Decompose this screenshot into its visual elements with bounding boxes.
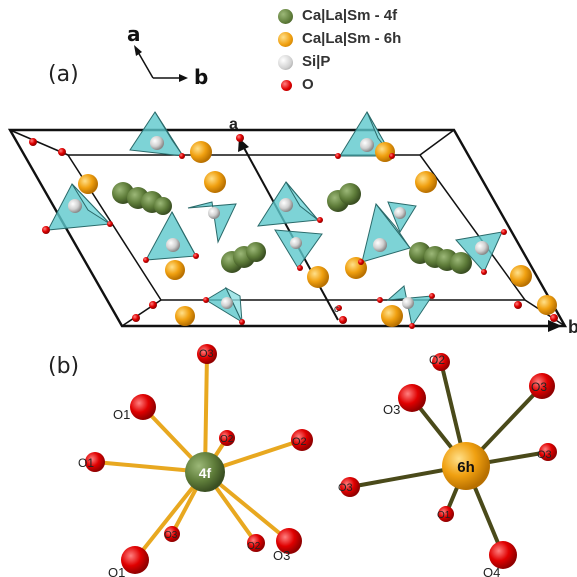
oxygen-label-4f: O1 [113,407,130,422]
oxygen-label-6h: O2 [429,353,445,367]
coordination-6h [340,353,557,569]
oxygen-label-6h: O3 [383,402,400,417]
oxygen-label-6h: O3 [338,482,353,494]
orientation-label-a: a [127,22,141,46]
legend-label: O [302,76,314,93]
legend-label: Si|P [302,53,331,70]
oxygen-label-4f: O3 [273,548,290,563]
center-label-4f: 4f [199,465,212,481]
si-p-atoms [68,136,489,309]
orientation-label-b: b [194,65,209,89]
oxygen-label-4f: O1 [108,565,125,577]
panel-label-a: (a) [48,62,79,87]
legend-label: Ca|La|Sm - 4f [302,7,398,24]
oxygen-label-4f: O1 [78,456,94,470]
oxygen-label-6h: O4 [483,565,500,577]
center-label-6h: 6h [457,459,475,476]
legend-swatch-6h [278,32,293,47]
oxygen-label-6h: O3 [531,380,547,394]
cell-axis-label-c: c [334,304,339,315]
legend-swatch-si-p [278,55,293,70]
oxygen-label-4f: O2 [220,434,234,445]
oxygen-label-4f: O3 [164,530,178,541]
oxygen-label-4f: O2 [292,436,307,448]
oxygen-label-4f: O3 [199,348,214,360]
coordination-4f [85,344,313,574]
site-4f-atoms [112,182,472,274]
oxygen-label-6h: O3 [537,449,552,461]
panel-label-b: (b) [48,354,80,379]
site-6h-atoms [78,141,557,327]
oxygen-atoms-cell [29,134,558,329]
cell-axis-label-b: b [568,317,577,337]
orientation-arrows [134,45,188,82]
legend-label: Ca|La|Sm - 6h [302,30,402,47]
legend-swatch-o [281,80,292,91]
oxygen-label-6h: O1 [437,510,451,521]
legend-swatch-4f [278,9,293,24]
cell-axis-label-a: a [229,116,238,133]
oxygen-label-4f: O2 [247,541,261,552]
